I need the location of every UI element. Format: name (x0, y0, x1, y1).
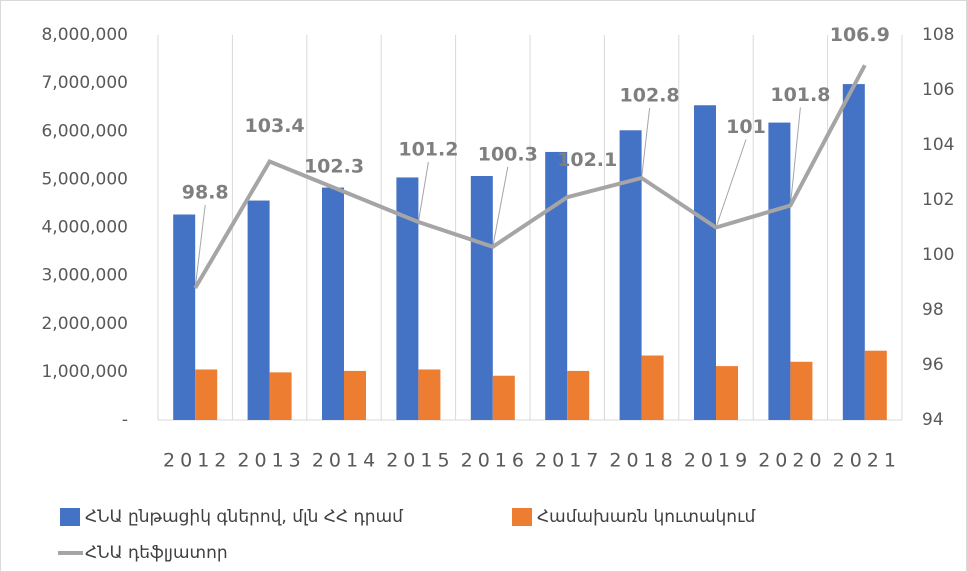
legend-swatch (512, 508, 532, 526)
y2-tick-label: 100 (922, 245, 954, 265)
bar (842, 84, 865, 421)
y2-tick-label: 108 (922, 25, 954, 45)
bar (641, 355, 664, 420)
leader-line (789, 107, 801, 206)
x-tick-label: 2013 (237, 450, 305, 472)
leader-line (641, 107, 651, 179)
y-tick-label: 2,000,000 (41, 314, 128, 334)
y-tick-label: 3,000,000 (41, 266, 128, 286)
y2-tick-label: 96 (922, 355, 944, 375)
data-label: 100.3 (478, 143, 538, 165)
x-tick-label: 2015 (386, 450, 454, 472)
y-tick-label: 1,000,000 (41, 362, 128, 382)
bar (492, 375, 515, 420)
y-tick-label: 6,000,000 (41, 121, 128, 141)
bar (694, 105, 716, 420)
legend-swatch (60, 508, 80, 526)
bar (768, 122, 791, 421)
leader-line (417, 161, 429, 223)
bar (269, 372, 292, 420)
bar (344, 370, 366, 420)
bar (470, 176, 493, 420)
bar (716, 366, 738, 420)
x-tick-label: 2018 (609, 450, 677, 472)
legend-label: ՀՆԱ ընթացիկ գներով, մլն ՀՀ դրամ (85, 507, 403, 527)
y-tick-label: 5,000,000 (41, 169, 128, 189)
y2-tick-label: 104 (922, 135, 954, 155)
bar (173, 214, 196, 420)
data-label: 102.3 (304, 155, 364, 177)
y-tick-label: 7,000,000 (41, 73, 128, 93)
data-label: 102.1 (557, 149, 617, 171)
x-tick-label: 2017 (535, 450, 603, 472)
bar (322, 187, 344, 420)
y2-tick-label: 94 (922, 410, 944, 430)
bar (864, 350, 887, 420)
bar (545, 151, 568, 420)
x-tick-label: 2014 (312, 450, 380, 472)
bar (195, 369, 218, 420)
bar (790, 361, 813, 420)
data-label: 102.8 (620, 85, 680, 107)
bar (396, 177, 419, 420)
x-tick-label: 2019 (684, 450, 752, 472)
y2-tick-label: 98 (922, 300, 944, 320)
line-series (193, 64, 867, 290)
x-tick-label: 2021 (833, 450, 901, 472)
data-label: 106.9 (830, 24, 890, 46)
data-label: 103.4 (245, 115, 305, 137)
x-tick-label: 2012 (163, 450, 231, 472)
leader-line (715, 139, 747, 228)
y-tick-label: - (122, 410, 128, 430)
y-tick-label: 4,000,000 (41, 218, 128, 238)
y-tick-label: 8,000,000 (41, 25, 128, 45)
data-label: 101.8 (770, 84, 830, 106)
leader-line (492, 166, 509, 247)
data-label: 101 (726, 116, 766, 138)
bar (418, 369, 441, 420)
legend-label: Համախառն կուտակում (537, 507, 755, 527)
data-label: 98.8 (182, 182, 229, 204)
bar (567, 370, 590, 420)
bar (619, 130, 642, 420)
x-tick-label: 2016 (461, 450, 529, 472)
data-label: 101.2 (398, 139, 458, 161)
y2-tick-label: 106 (922, 80, 954, 100)
x-tick-label: 2020 (758, 450, 826, 472)
legend-label: ՀՆԱ դեֆլյատոր (85, 543, 228, 563)
bar (247, 200, 270, 420)
leader-line (194, 204, 206, 289)
y2-tick-label: 102 (922, 190, 954, 210)
